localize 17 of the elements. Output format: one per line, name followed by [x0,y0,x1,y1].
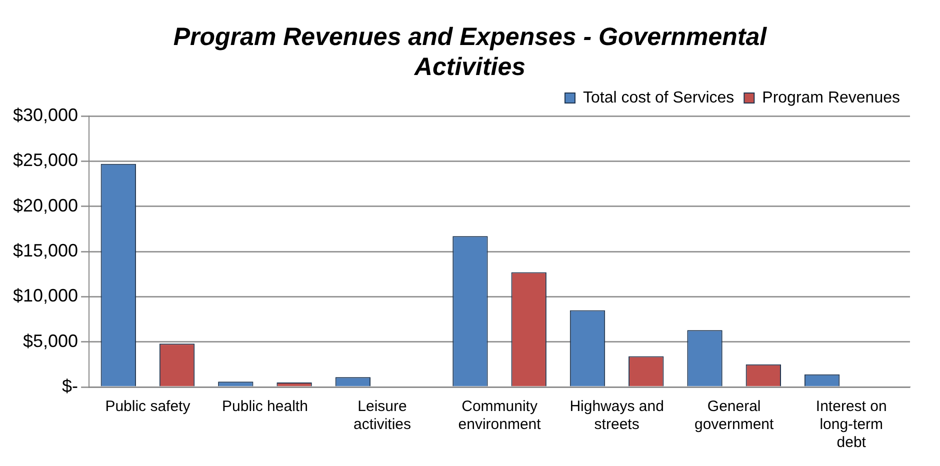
x-tick-label: Leisure activities [353,398,412,434]
y-tick-label: $25,000 [12,150,78,170]
y-tick-label: $30,000 [12,104,78,125]
y-tick-label: $15,000 [12,240,78,260]
chart-title: Program Revenues and Expenses - Governmental Activities [172,22,768,82]
y-tick-label: $5,000 [23,330,78,351]
x-tick-label: Public safety [105,398,191,416]
y-tick-label: $- [62,376,78,396]
x-tick-label: Community environment [458,398,542,434]
legend-label: Program Revenues [762,89,900,106]
x-tick-label: General government [694,398,775,434]
y-tick-label: $20,000 [12,195,78,216]
y-tick-label: $10,000 [12,286,78,306]
x-tick-label: Interest on long-term debt [816,398,887,452]
x-tick-label: Public health [222,398,308,416]
legend-label: Total cost of Services [582,89,734,106]
x-tick-label: Highways and streets [570,398,664,434]
